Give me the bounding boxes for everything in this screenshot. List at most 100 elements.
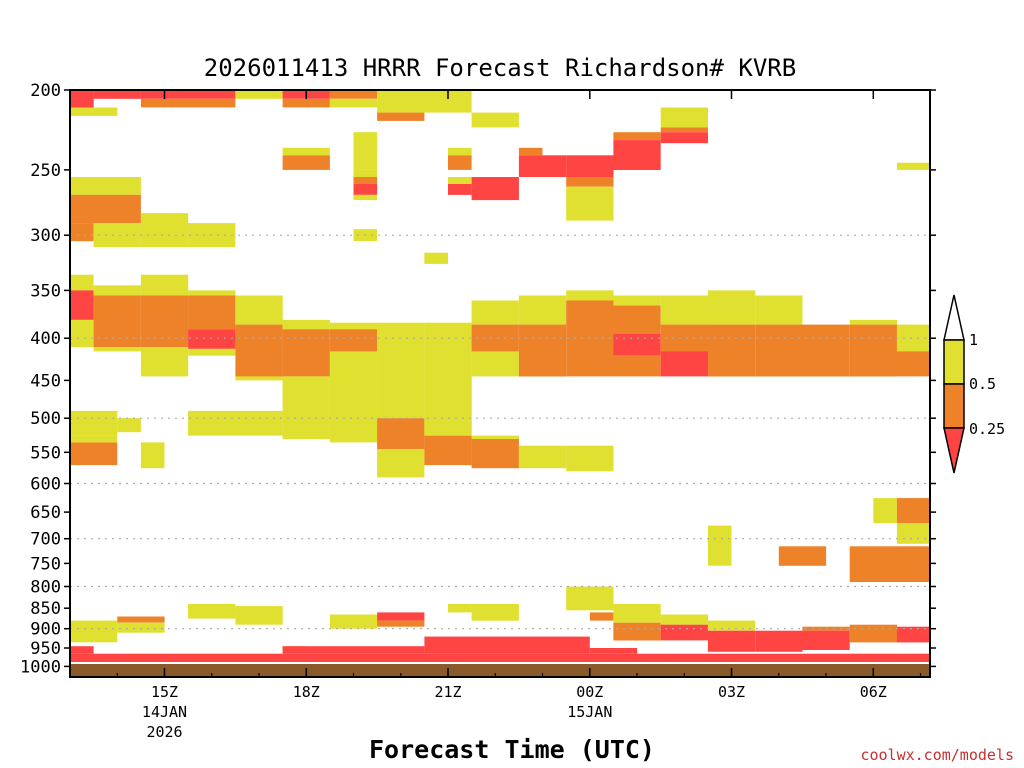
- ri-cell-0.5-1: [140, 442, 165, 469]
- ri-cell-0.5-1: [140, 274, 189, 296]
- plot-frame: [69, 89, 931, 678]
- ri-cell-0.25-0.5: [566, 177, 614, 187]
- ri-cell-0.25-0.5: [329, 90, 378, 99]
- ri-cell-0.5-1: [70, 620, 118, 643]
- ri-cell-0.25-0.5: [140, 98, 236, 108]
- ri-cell-0.5-1: [70, 274, 94, 291]
- x-axis-label: Forecast Time (UTC): [369, 735, 655, 764]
- ri-cell-0.25-0.5: [849, 324, 897, 377]
- ri-cell-0.25-0.5: [778, 546, 827, 566]
- ground-band: [70, 663, 930, 677]
- ri-cell-lt-0.25: [660, 624, 708, 641]
- x-tick-label: 06Z: [860, 683, 887, 701]
- y-tick-label: 1000: [20, 657, 61, 677]
- ri-cell-0.5-1: [93, 285, 141, 296]
- x-tick-label: 03Z: [718, 683, 745, 701]
- ri-cell-0.5-1: [70, 435, 118, 443]
- ri-cell-lt-0.25: [518, 155, 567, 177]
- ri-cell-lt-0.25: [70, 646, 94, 654]
- ri-cell-0.5-1: [329, 351, 378, 443]
- ri-cell-0.5-1: [93, 223, 141, 247]
- ri-cell-0.25-0.5: [518, 324, 567, 377]
- ri-cell-0.5-1: [566, 445, 614, 472]
- ri-cell-lt-0.25: [589, 648, 638, 654]
- ri-cell-0.5-1: [353, 169, 378, 177]
- ri-cell-0.5-1: [140, 213, 189, 247]
- ri-cell-0.5-1: [518, 445, 567, 469]
- ri-cell-0.5-1: [566, 586, 614, 611]
- colorbar-label-0.5: 0.5: [969, 375, 996, 393]
- y-tick-label: 450: [30, 371, 61, 391]
- ri-cell-0.5-1: [70, 410, 118, 436]
- x-tick-label: 18Z: [293, 683, 320, 701]
- ri-cell-0.25-0.5: [707, 324, 756, 377]
- ri-cell-0.25-0.5: [140, 295, 189, 348]
- ri-cell-0.25-0.5: [896, 498, 930, 523]
- ri-cell-0.25-0.5: [755, 324, 803, 377]
- ri-cell-0.5-1: [188, 348, 236, 356]
- ri-cell-0.5-1: [188, 290, 236, 296]
- colorbar-bottom-triangle: [943, 427, 965, 474]
- source-credit: coolwx.com/models: [860, 746, 1014, 764]
- ri-cell-0.5-1: [660, 614, 708, 625]
- colorbar-segment-0.5-1: [943, 339, 965, 385]
- y-tick-label: 650: [30, 503, 61, 523]
- ri-cell-lt-0.25: [353, 184, 378, 195]
- ri-cell-lt-0.25: [707, 630, 756, 652]
- ri-cell-lt-0.25: [755, 630, 803, 652]
- ri-cell-0.5-1: [849, 319, 897, 325]
- ri-cell-0.5-1: [235, 90, 283, 99]
- ri-cell-0.5-1: [188, 410, 283, 436]
- ri-cell-0.25-0.5: [471, 439, 519, 469]
- y-tick-label: 200: [30, 81, 61, 101]
- ri-cell-0.5-1: [896, 162, 930, 170]
- x-tick-label: 15Z: [151, 683, 178, 701]
- ri-cell-lt-0.25: [613, 333, 661, 356]
- ri-cell-0.25-0.5: [93, 295, 141, 348]
- ri-cell-0.5-1: [660, 295, 708, 325]
- ri-cell-lt-0.25: [282, 646, 425, 654]
- ri-cell-0.5-1: [117, 418, 141, 433]
- ri-cell-0.5-1: [660, 107, 708, 128]
- ri-cell-0.25-0.5: [849, 624, 897, 643]
- y-tick-label: 750: [30, 554, 61, 574]
- colorbar-top-triangle: [943, 294, 965, 341]
- ri-cell-0.5-1: [448, 177, 472, 184]
- ri-cell-0.5-1: [377, 90, 472, 113]
- y-tick-label: 400: [30, 329, 61, 349]
- x-tick-label: 00Z: [576, 683, 603, 701]
- ri-cell-0.25-0.5: [70, 194, 141, 224]
- ri-cell-0.5-1: [471, 300, 519, 325]
- ri-cell-0.5-1: [424, 322, 472, 426]
- ri-cell-0.5-1: [70, 177, 141, 195]
- ri-cell-0.5-1: [329, 322, 378, 330]
- ri-cell-0.25-0.5: [282, 155, 330, 170]
- ri-cell-0.25-0.5: [896, 546, 930, 582]
- ri-cell-0.5-1: [353, 132, 378, 170]
- ri-cell-lt-0.25: [448, 184, 472, 195]
- ri-cell-0.25-0.5: [589, 612, 614, 621]
- y-tick-label: 550: [30, 443, 61, 463]
- colorbar-segment-0.25-0.5: [943, 383, 965, 429]
- x-axis: 15Z 14JAN 2026 18Z 21Z 00Z 15JAN 03Z 06Z: [69, 90, 922, 741]
- ri-cell-0.25-0.5: [660, 127, 708, 133]
- ri-cell-0.5-1: [70, 319, 94, 348]
- ri-cell-0.5-1: [448, 604, 472, 613]
- ri-cell-lt-0.25: [802, 630, 850, 650]
- ri-cell-lt-0.25: [188, 329, 236, 349]
- ri-cell-0.25-0.5: [117, 616, 165, 623]
- ri-cell-lt-0.25: [93, 90, 141, 99]
- y-tick-label: 800: [30, 578, 61, 598]
- y-tick-label: 900: [30, 620, 61, 640]
- ri-cell-0.25-0.5: [849, 546, 897, 582]
- ri-cell-lt-0.25: [471, 177, 519, 201]
- ri-cell-0.5-1: [613, 604, 661, 623]
- ri-cell-0.5-1: [707, 525, 732, 566]
- ri-cell-0.5-1: [707, 290, 756, 325]
- ri-cell-0.25-0.5: [188, 295, 236, 330]
- ri-cell-0.5-1: [117, 622, 165, 633]
- ri-cell-0.25-0.5: [802, 324, 850, 377]
- ri-cell-0.25-0.5: [613, 132, 661, 141]
- ri-cell-0.5-1: [613, 295, 661, 306]
- x-date-label: 14JAN: [142, 703, 187, 721]
